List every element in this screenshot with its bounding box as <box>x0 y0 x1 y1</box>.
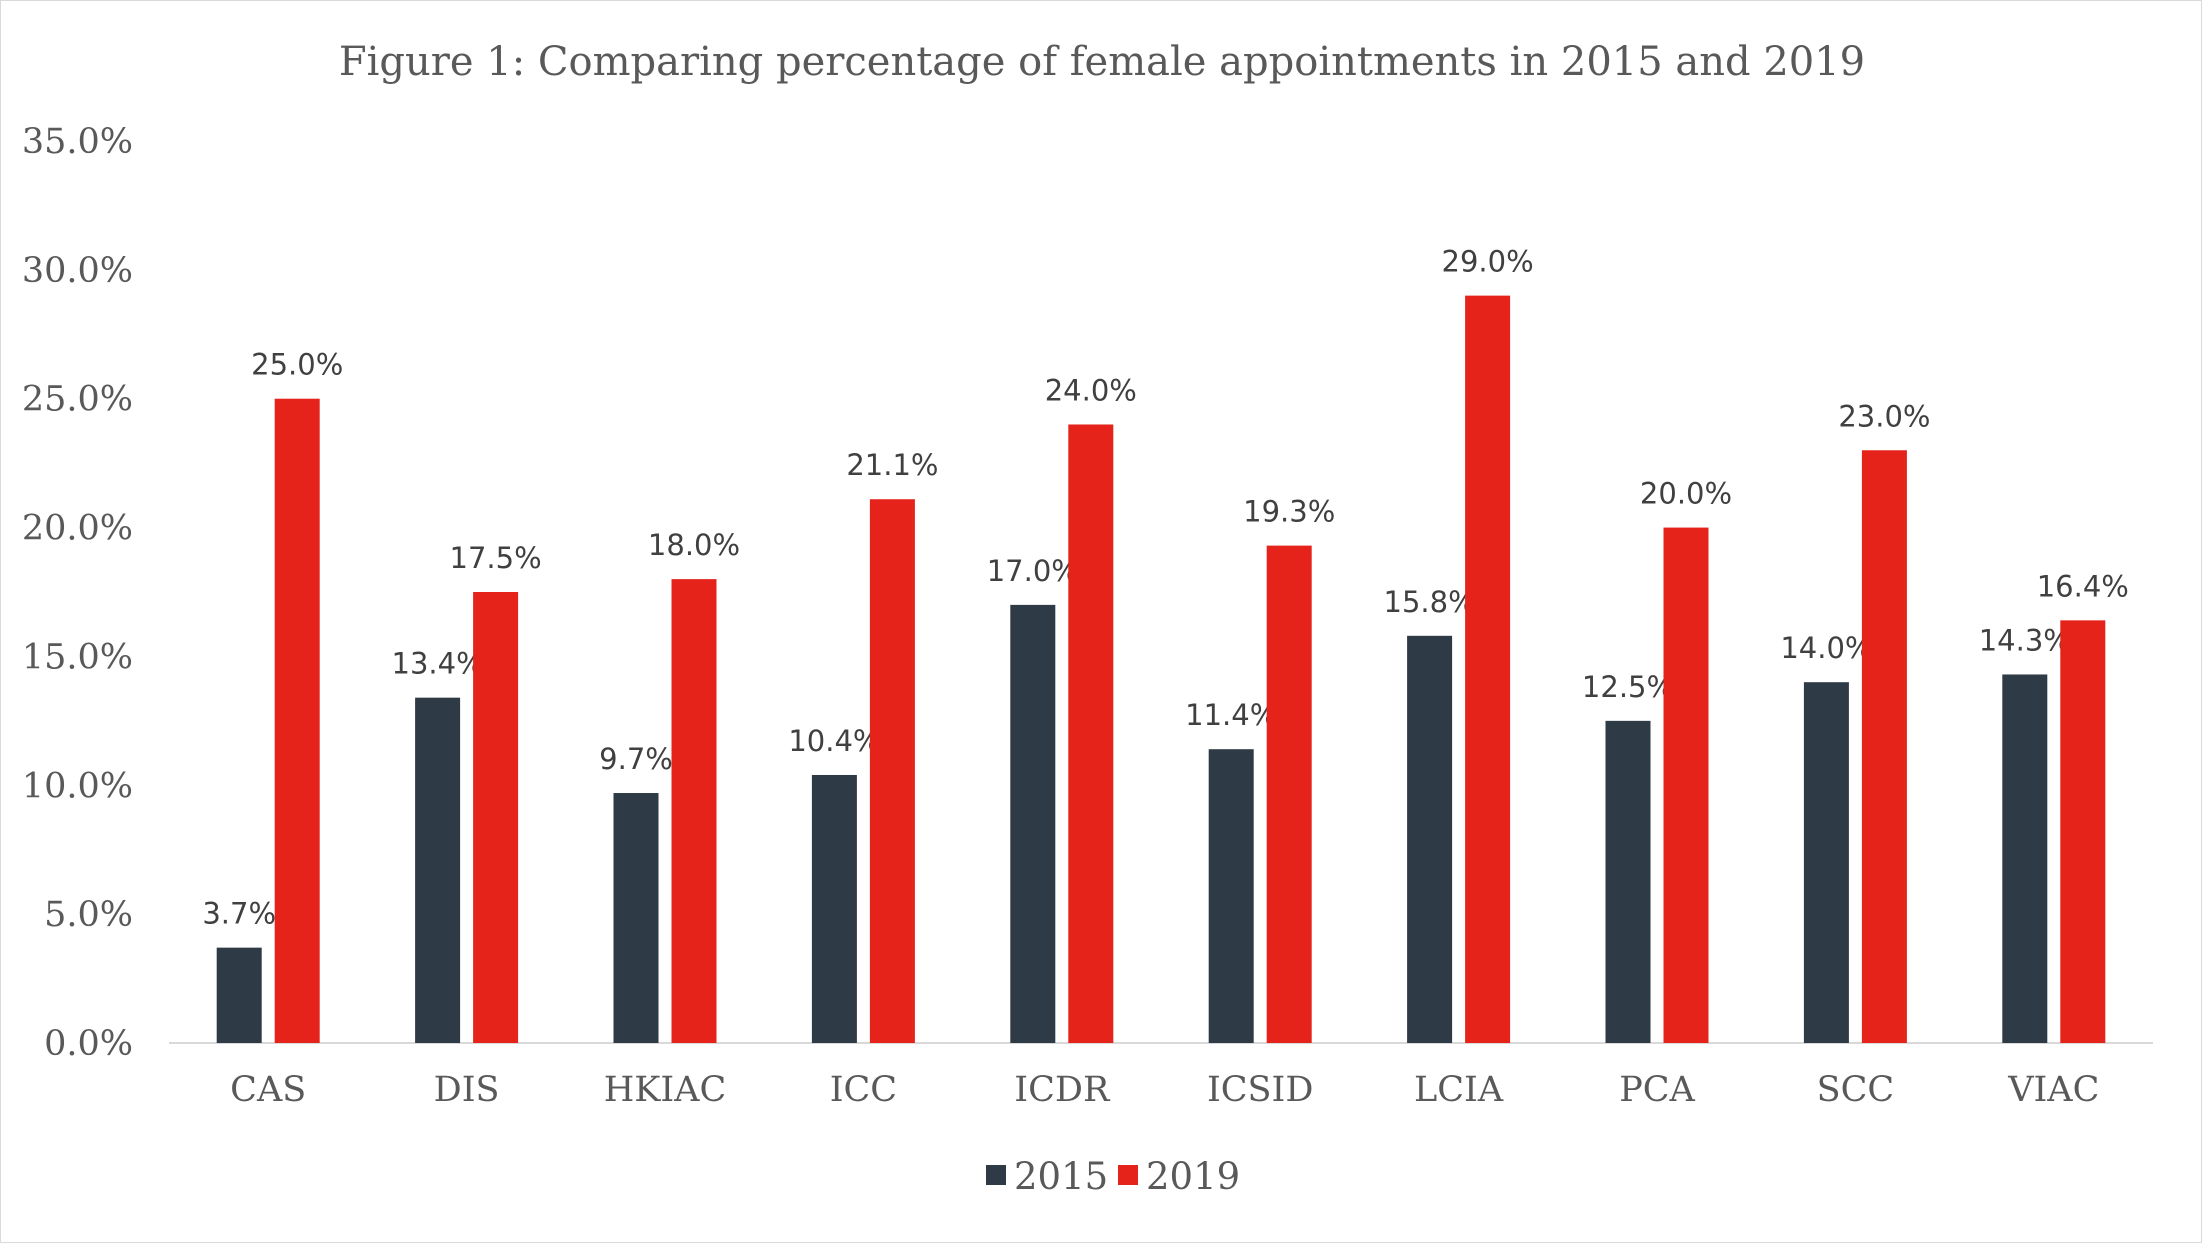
bar-2019-cas <box>274 398 320 1043</box>
data-label: 15.8% <box>1384 585 1476 619</box>
bar-2015-scc <box>1803 682 1849 1043</box>
bar-2015-viac <box>2002 674 2048 1043</box>
y-axis: 0.0% 5.0% 10.0% 15.0% 20.0% 25.0% 30.0% 35.0% <box>22 122 133 1064</box>
bar-2019-icsid <box>1266 545 1312 1043</box>
y-tick-label: 20.0% <box>22 509 133 549</box>
x-tick-label: SCC <box>1817 1070 1895 1110</box>
bar-2015-icsid <box>1208 749 1254 1043</box>
data-label: 11.4% <box>1185 698 1277 732</box>
data-label: 25.0% <box>251 348 343 382</box>
bar-2019-scc <box>1861 450 1907 1043</box>
x-tick-label: HKIAC <box>604 1070 727 1110</box>
bar-2015-pca <box>1605 720 1651 1043</box>
data-label: 3.7% <box>202 897 276 931</box>
chart-title: Figure 1: Comparing percentage of female… <box>339 39 1865 85</box>
bar-2019-viac <box>2060 620 2106 1043</box>
data-label: 17.5% <box>450 541 542 575</box>
bar-2019-dis <box>473 592 519 1043</box>
data-label: 24.0% <box>1045 373 1137 407</box>
data-label: 10.4% <box>788 724 880 758</box>
legend-label-2015: 2015 <box>1014 1155 1108 1198</box>
bar-2015-icc <box>811 774 857 1043</box>
y-tick-label: 10.0% <box>22 766 133 806</box>
data-label: 29.0% <box>1442 245 1534 279</box>
y-tick-label: 35.0% <box>22 122 133 162</box>
legend-label-2019: 2019 <box>1146 1155 1240 1198</box>
data-label: 14.0% <box>1780 631 1872 665</box>
y-tick-label: 30.0% <box>22 251 133 291</box>
x-tick-label: ICDR <box>1014 1070 1111 1110</box>
bar-2019-icc <box>869 499 915 1043</box>
data-label: 9.7% <box>599 742 673 776</box>
data-label: 17.0% <box>987 554 1079 588</box>
data-label: 13.4% <box>392 647 484 681</box>
legend-swatch-2019 <box>1118 1165 1138 1185</box>
data-label: 12.5% <box>1582 670 1674 704</box>
bar-2019-lcia <box>1465 295 1511 1044</box>
data-label: 16.4% <box>2037 569 2129 603</box>
x-tick-label: PCA <box>1619 1070 1695 1110</box>
x-tick-label: ICC <box>830 1070 897 1110</box>
x-tick-label: CAS <box>230 1070 306 1110</box>
bar-2015-icdr <box>1010 604 1056 1043</box>
y-tick-label: 15.0% <box>22 637 133 677</box>
bar-2015-cas <box>216 947 262 1043</box>
data-label: 23.0% <box>1838 399 1930 433</box>
legend-swatch-2015 <box>986 1165 1006 1185</box>
bar-2019-hkiac <box>671 579 717 1043</box>
data-label: 20.0% <box>1640 477 1732 511</box>
bar-2015-lcia <box>1407 635 1453 1043</box>
y-tick-label: 0.0% <box>44 1024 133 1064</box>
x-tick-label: LCIA <box>1414 1070 1504 1110</box>
x-tick-label: VIAC <box>2007 1070 2099 1110</box>
bars-group: 3.7% 25.0% 13.4% 17.5% 9.7% 18.0% 10.4% 21.1% 17… <box>202 245 2129 1044</box>
bar-2019-icdr <box>1068 424 1114 1043</box>
y-tick-label: 5.0% <box>44 895 133 935</box>
data-label: 19.3% <box>1243 495 1335 529</box>
data-label: 21.1% <box>846 448 938 482</box>
data-label: 18.0% <box>648 528 740 562</box>
data-label: 14.3% <box>1979 623 2071 657</box>
x-tick-label: ICSID <box>1207 1070 1313 1110</box>
legend: 2015 2019 <box>986 1155 1240 1198</box>
x-axis: CAS DIS HKIAC ICC ICDR ICSID LCIA PCA SCC VIAC <box>230 1070 2099 1110</box>
bar-2015-dis <box>415 697 461 1043</box>
bar-2019-pca <box>1663 527 1709 1043</box>
bar-2015-hkiac <box>613 793 659 1043</box>
y-tick-label: 25.0% <box>22 380 133 420</box>
x-tick-label: DIS <box>434 1070 500 1110</box>
